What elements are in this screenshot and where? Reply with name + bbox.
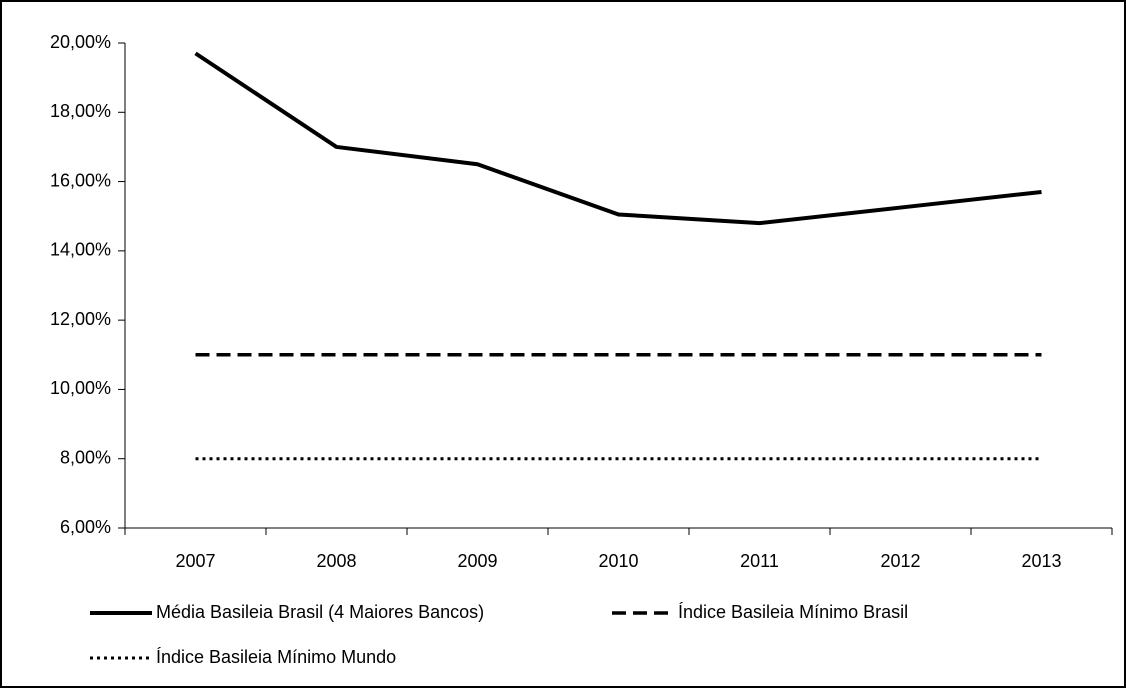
y-tick-label: 14,00% xyxy=(50,240,111,260)
x-tick-label: 2007 xyxy=(175,551,215,571)
legend-label: Índice Basileia Mínimo Brasil xyxy=(678,602,908,622)
y-tick-label: 10,00% xyxy=(50,378,111,398)
x-tick-label: 2010 xyxy=(598,551,638,571)
x-tick-label: 2008 xyxy=(316,551,356,571)
y-tick-label: 6,00% xyxy=(60,517,111,537)
y-tick-label: 18,00% xyxy=(50,101,111,121)
y-tick-label: 12,00% xyxy=(50,309,111,329)
x-tick-label: 2012 xyxy=(880,551,920,571)
x-tick-label: 2013 xyxy=(1021,551,1061,571)
y-tick-label: 8,00% xyxy=(60,447,111,467)
legend-label: Índice Basileia Mínimo Mundo xyxy=(156,647,396,667)
x-tick-label: 2009 xyxy=(457,551,497,571)
y-tick-label: 16,00% xyxy=(50,170,111,190)
y-tick-label: 20,00% xyxy=(50,32,111,52)
series-line xyxy=(194,51,1042,226)
legend-label: Média Basileia Brasil (4 Maiores Bancos) xyxy=(156,602,484,622)
x-tick-label: 2011 xyxy=(740,551,779,571)
